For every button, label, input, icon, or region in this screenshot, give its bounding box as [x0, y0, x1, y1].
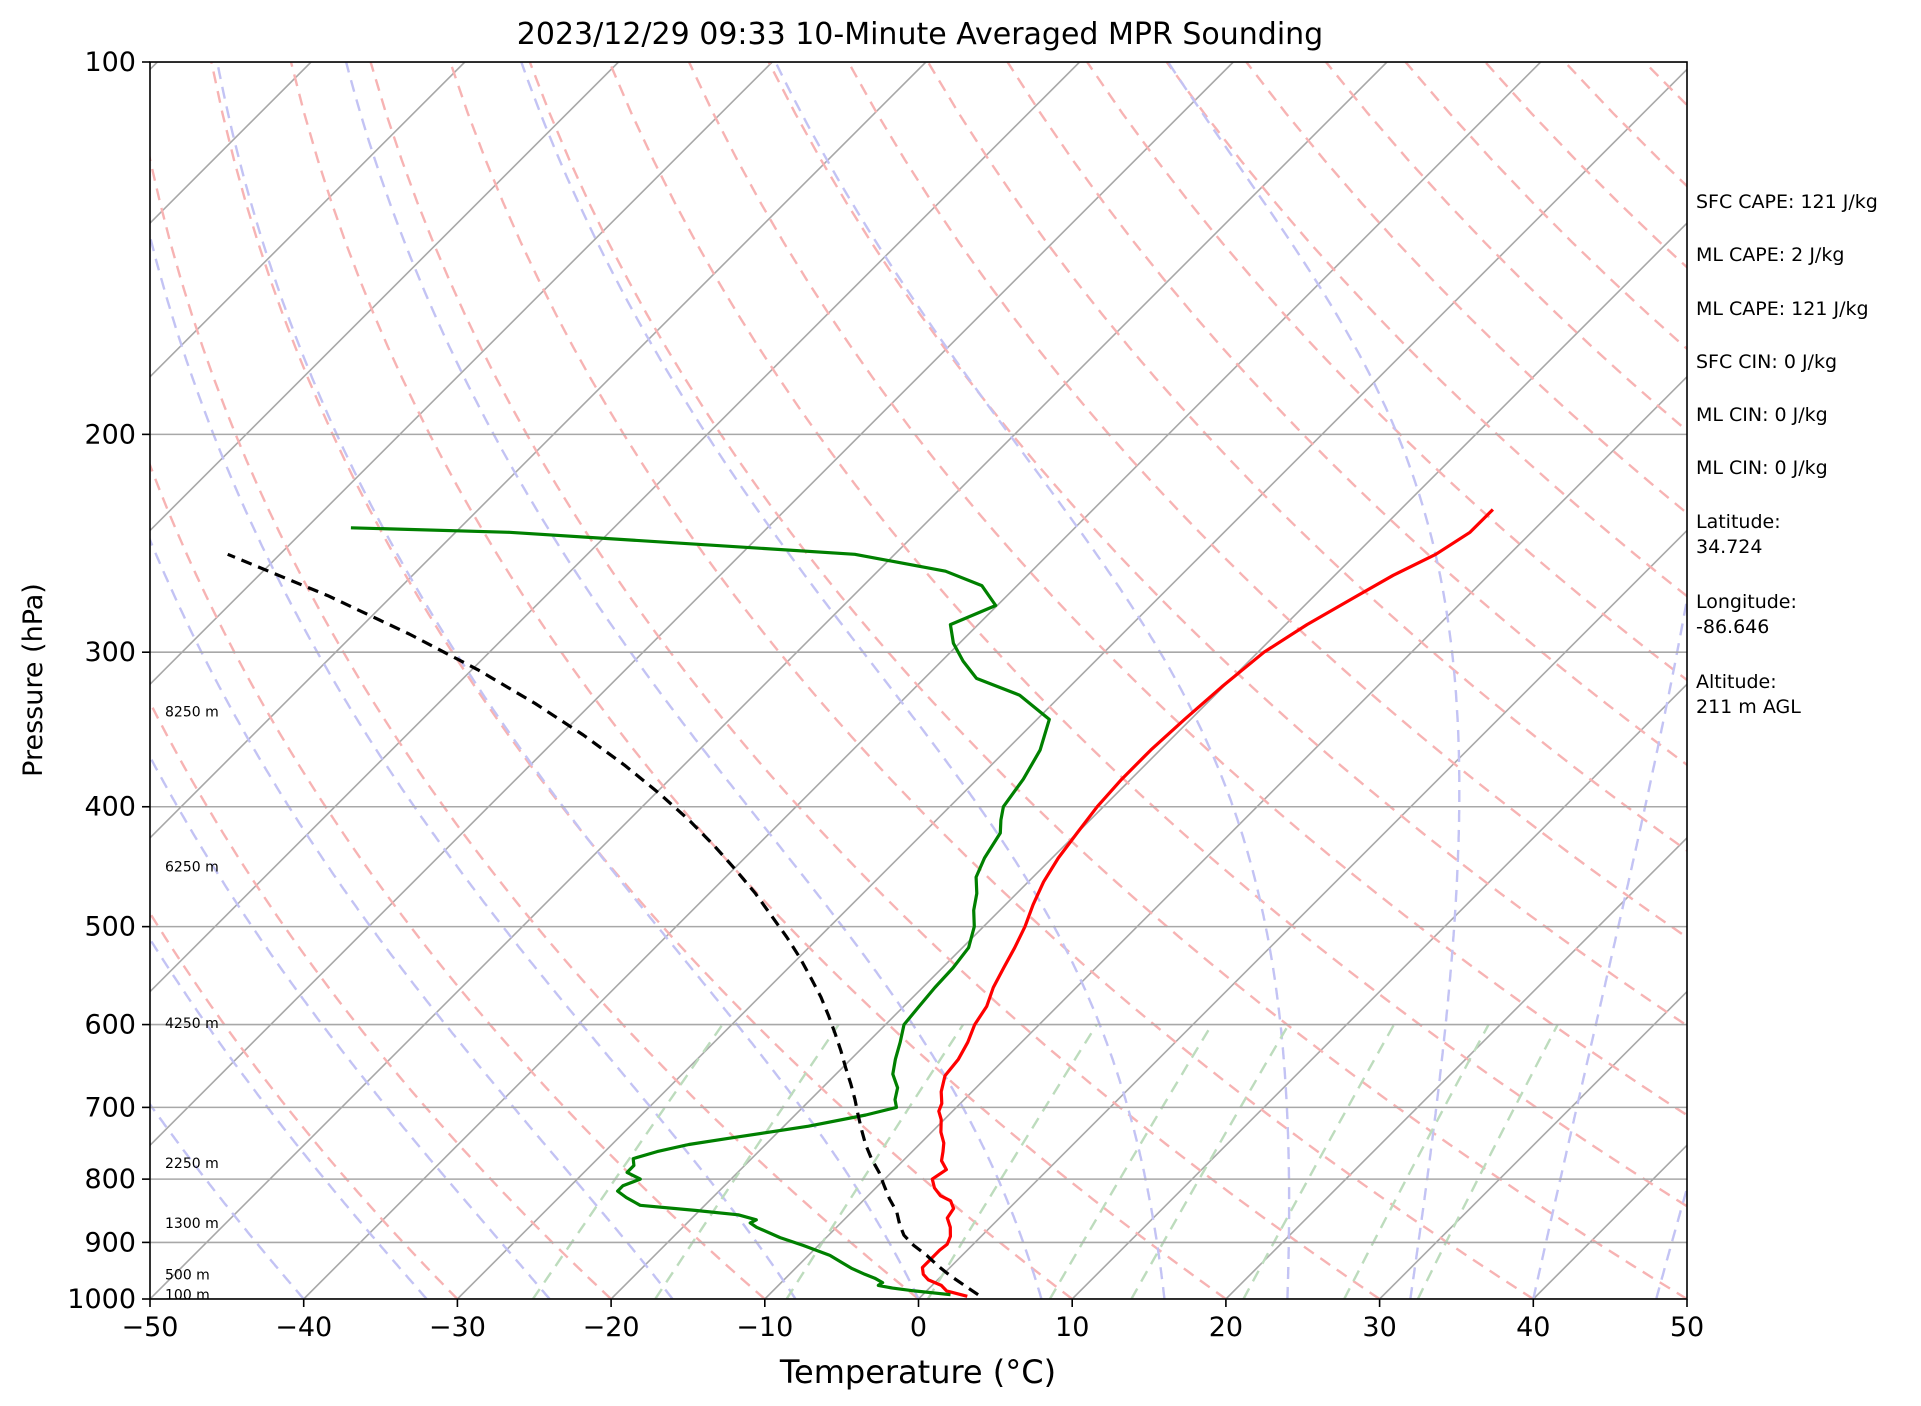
profile-lines — [227, 508, 1495, 1298]
y-tick-label: 900 — [84, 1227, 136, 1258]
stat-ml-cape: ML CAPE: 2 J/kg — [1696, 244, 1845, 266]
x-tick-label: 30 — [1362, 1312, 1396, 1343]
height-label: 2250 m — [165, 1156, 219, 1172]
isotherm-line — [150, 62, 927, 840]
temperature-line — [920, 508, 1495, 1298]
x-tick-label: −50 — [122, 1312, 179, 1343]
x-tick-label: −10 — [736, 1312, 793, 1343]
dry-adiabat-line — [289, 62, 1227, 1299]
x-tick-label: −40 — [275, 1312, 332, 1343]
stat-altitude: Altitude: 211 m AGL — [1696, 671, 1801, 718]
dry-adiabat-line — [1086, 62, 1687, 682]
mixing-ratio-line — [1416, 1024, 1559, 1299]
x-tick-label: 0 — [910, 1312, 927, 1343]
dewpoint-line — [350, 526, 1051, 1297]
isotherm-line — [150, 62, 1081, 993]
x-tick-label: 20 — [1209, 1312, 1243, 1343]
stat-ml-cin-2: ML CIN: 0 J/kg — [1696, 457, 1828, 479]
isotherm-line — [150, 62, 466, 378]
moist-adiabat-line — [344, 62, 1043, 1299]
dry-adiabat-line — [150, 461, 766, 1299]
y-tick-label: 700 — [84, 1092, 136, 1123]
dry-adiabat-line — [449, 62, 1534, 1299]
isotherm-line — [1225, 836, 1687, 1299]
x-axis-label: Temperature (°C) — [779, 1353, 1056, 1391]
isotherm-line — [456, 68, 1687, 1299]
height-label: 100 m — [165, 1288, 210, 1304]
y-tick-label: 600 — [84, 1010, 136, 1041]
moist-adiabat-line — [520, 62, 1166, 1299]
y-tick-label: 1000 — [67, 1284, 136, 1315]
y-axis-label: Pressure (hPa) — [18, 583, 49, 777]
dry-adiabat-line — [369, 62, 1381, 1299]
dry-adiabat-line — [210, 62, 1073, 1299]
isotherm-line — [150, 62, 620, 532]
moist-adiabat-line — [1655, 1184, 1687, 1299]
x-tick-label: 10 — [1055, 1312, 1089, 1343]
dry-adiabat-line — [1006, 62, 1687, 767]
dry-adiabat-line — [608, 62, 1687, 1208]
height-label: 6250 m — [165, 859, 219, 875]
background-lines — [0, 62, 1687, 1299]
mixing-ratio-line — [1242, 1024, 1396, 1299]
isotherm-line — [764, 375, 1687, 1299]
dry-adiabat-line — [687, 62, 1687, 1117]
stat-ml-cin: ML CIN: 0 J/kg — [1696, 404, 1828, 426]
moist-adiabat-line — [774, 62, 1291, 1299]
mixing-ratio-line — [1343, 1024, 1490, 1299]
dry-adiabat-line — [150, 699, 612, 1299]
y-tick-label: 200 — [84, 419, 136, 450]
moist-adiabat-line — [150, 231, 797, 1299]
stat-longitude: Longitude: -86.646 — [1696, 591, 1797, 638]
mixing-ratio-line — [1048, 1023, 1213, 1299]
y-tick-label: 800 — [84, 1164, 136, 1195]
dry-adiabat-line — [150, 153, 920, 1299]
y-tick-label: 400 — [84, 792, 136, 823]
height-label: 8250 m — [165, 704, 219, 720]
stat-sfc-cin: SFC CIN: 0 J/kg — [1696, 351, 1838, 373]
moist-adiabat-line — [1532, 592, 1687, 1299]
mixing-ratio-line — [785, 1023, 965, 1299]
mixing-ratio-line — [654, 1023, 840, 1299]
x-tick-label: −30 — [429, 1312, 486, 1343]
parcel-profile-line — [227, 552, 979, 1297]
x-tick-label: −20 — [583, 1312, 640, 1343]
isotherm-line — [150, 62, 773, 686]
dry-adiabat-line — [528, 62, 1687, 1299]
isotherm-line — [150, 62, 1388, 1299]
x-axis: −50 −40 −30 −20 −10 0 10 20 30 40 50 — [122, 1299, 1704, 1343]
x-tick-label: 40 — [1516, 1312, 1550, 1343]
isotherm-line — [1071, 683, 1687, 1299]
y-tick-label: 100 — [84, 47, 136, 78]
dry-adiabat-line — [150, 910, 459, 1299]
height-label: 4250 m — [165, 1016, 219, 1032]
moist-adiabat-line — [150, 936, 428, 1299]
mixing-ratio-line — [1130, 1023, 1290, 1299]
y-tick-label: 500 — [84, 912, 136, 943]
moist-adiabat-line — [150, 536, 674, 1299]
y-axis: 1000 900 800 700 600 500 400 300 200 100 — [67, 47, 150, 1315]
stat-sfc-cape: SFC CAPE: 121 J/kg — [1696, 191, 1878, 213]
pressure-grid — [150, 62, 1687, 1299]
x-tick-label: 50 — [1670, 1312, 1704, 1343]
dry-adiabat-line — [1165, 62, 1687, 598]
stat-ml-cape-2: ML CAPE: 121 J/kg — [1696, 298, 1869, 320]
dry-adiabat-line — [767, 62, 1687, 1028]
y-tick-label: 300 — [84, 637, 136, 668]
isotherm-line — [303, 62, 1542, 1299]
isotherm-line — [1379, 990, 1687, 1299]
plot-frame — [149, 61, 1688, 1300]
moist-adiabat-line — [216, 62, 920, 1299]
stat-latitude: Latitude: 34.724 — [1696, 511, 1781, 558]
moist-adiabat-line — [150, 754, 551, 1299]
height-label: 500 m — [165, 1267, 210, 1283]
isotherm-line — [0, 62, 4, 1299]
height-label: 1300 m — [165, 1216, 219, 1232]
isotherm-line — [150, 62, 1234, 1147]
chart-title: 2023/12/29 09:33 10-Minute Averaged MPR … — [517, 17, 1323, 52]
